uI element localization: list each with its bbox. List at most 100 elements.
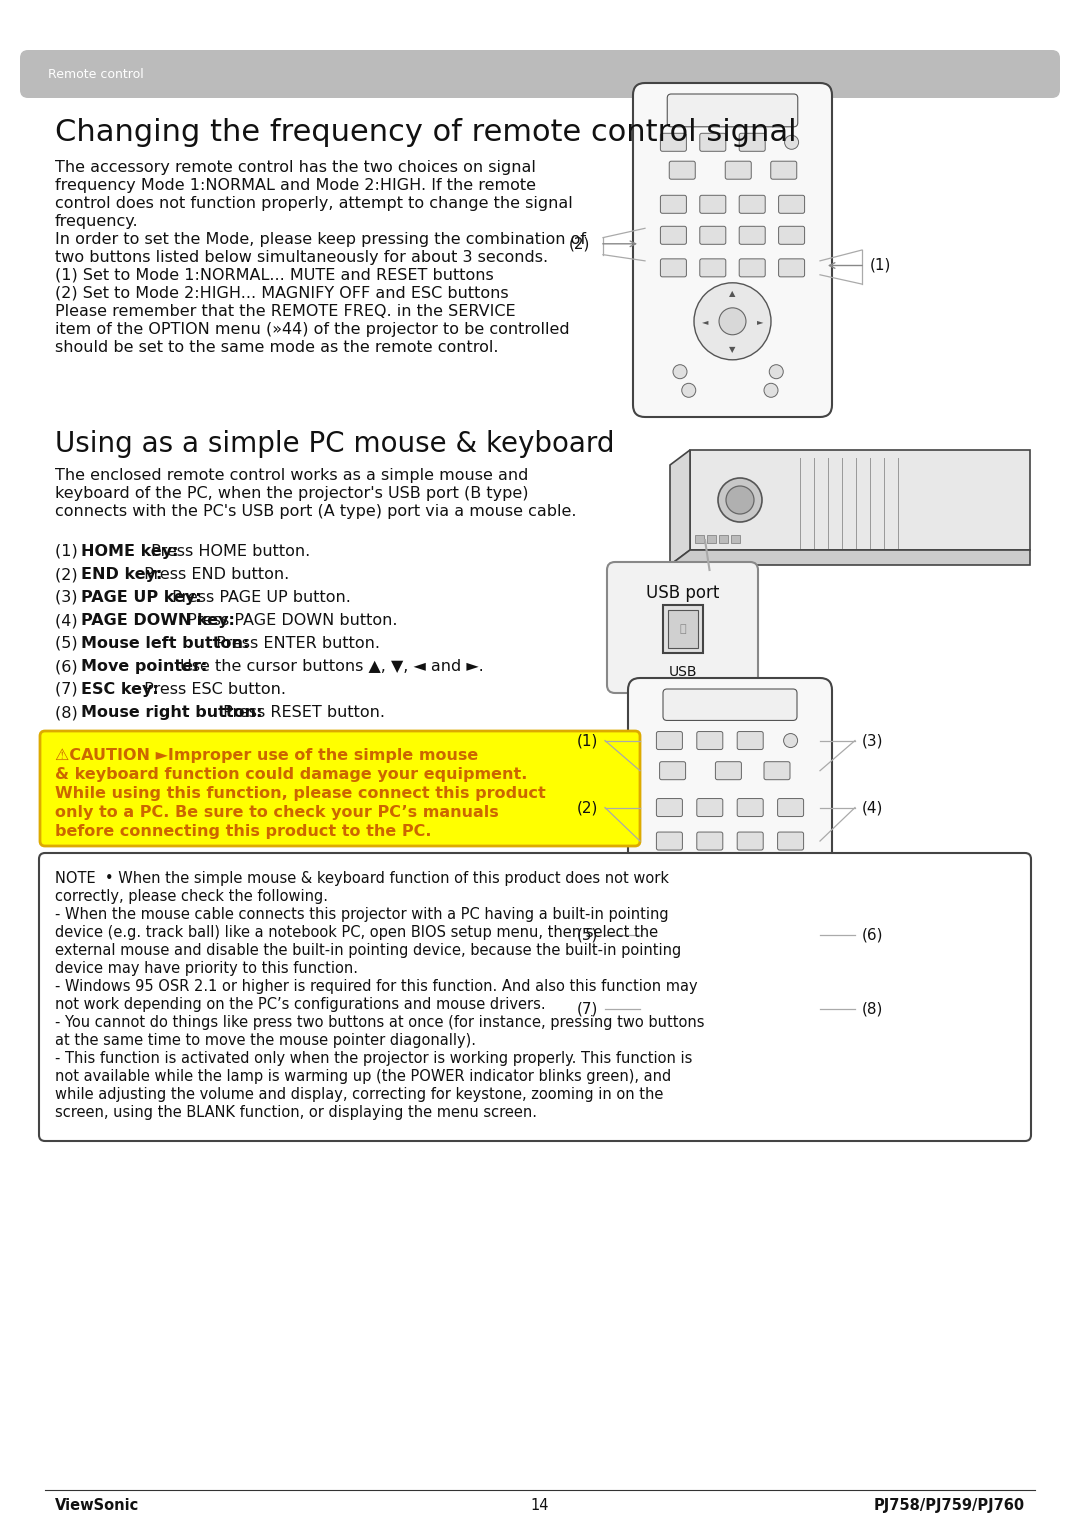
Text: While using this function, please connect this product: While using this function, please connec… — [55, 786, 545, 801]
Text: USB port: USB port — [646, 584, 719, 602]
Text: two buttons listed below simultaneously for about 3 seconds.: two buttons listed below simultaneously … — [55, 250, 549, 265]
Text: frequency Mode 1:NORMAL and Mode 2:HIGH. If the remote: frequency Mode 1:NORMAL and Mode 2:HIGH.… — [55, 178, 536, 193]
Text: Press HOME button.: Press HOME button. — [146, 544, 310, 559]
Text: 14: 14 — [530, 1498, 550, 1514]
Text: (2): (2) — [55, 567, 83, 582]
FancyBboxPatch shape — [633, 83, 832, 417]
Text: Use the cursor buttons ▲, ▼, ◄ and ►.: Use the cursor buttons ▲, ▼, ◄ and ►. — [175, 659, 484, 674]
FancyBboxPatch shape — [657, 798, 683, 817]
Text: (3): (3) — [862, 732, 883, 748]
FancyBboxPatch shape — [667, 93, 798, 127]
Text: ESC key:: ESC key: — [81, 682, 159, 697]
FancyBboxPatch shape — [39, 853, 1031, 1141]
Text: (2): (2) — [569, 236, 590, 251]
Text: - When the mouse cable connects this projector with a PC having a built-in point: - When the mouse cable connects this pro… — [55, 907, 669, 922]
FancyBboxPatch shape — [738, 798, 764, 817]
Text: Mouse right button:: Mouse right button: — [81, 705, 262, 720]
Circle shape — [690, 895, 770, 974]
Circle shape — [768, 982, 782, 996]
Text: (6): (6) — [862, 927, 883, 942]
FancyBboxPatch shape — [778, 832, 804, 850]
Text: control does not function properly, attempt to change the signal: control does not function properly, atte… — [55, 196, 572, 211]
FancyBboxPatch shape — [627, 679, 832, 1037]
Text: device may have priority to this function.: device may have priority to this functio… — [55, 961, 357, 976]
Text: NOTE  • When the simple mouse & keyboard function of this product does not work: NOTE • When the simple mouse & keyboard … — [55, 872, 669, 885]
Text: ◄: ◄ — [702, 317, 708, 326]
FancyBboxPatch shape — [739, 227, 766, 244]
Text: - Windows 95 OSR 2.1 or higher is required for this function. And also this func: - Windows 95 OSR 2.1 or higher is requir… — [55, 979, 698, 994]
Text: - This function is activated only when the projector is working properly. This f: - This function is activated only when t… — [55, 1051, 692, 1066]
FancyBboxPatch shape — [700, 133, 726, 152]
FancyBboxPatch shape — [778, 867, 804, 885]
Text: ⬛: ⬛ — [679, 624, 686, 634]
FancyBboxPatch shape — [697, 798, 723, 817]
FancyBboxPatch shape — [657, 732, 683, 749]
Text: device (e.g. track ball) like a notebook PC, open BIOS setup menu, then select t: device (e.g. track ball) like a notebook… — [55, 925, 658, 941]
Text: Press ESC button.: Press ESC button. — [138, 682, 285, 697]
Text: (8): (8) — [55, 705, 83, 720]
Polygon shape — [690, 450, 1030, 550]
FancyBboxPatch shape — [660, 133, 687, 152]
FancyBboxPatch shape — [697, 867, 723, 885]
Text: (7): (7) — [55, 682, 83, 697]
Text: only to a PC. Be sure to check your PC’s manuals: only to a PC. Be sure to check your PC’s… — [55, 804, 499, 820]
FancyBboxPatch shape — [670, 161, 696, 179]
Text: (1): (1) — [55, 544, 83, 559]
Text: (4): (4) — [862, 800, 883, 815]
Text: external mouse and disable the built-in pointing device, because the built-in po: external mouse and disable the built-in … — [55, 944, 681, 958]
FancyBboxPatch shape — [738, 867, 764, 885]
Text: Press PAGE UP button.: Press PAGE UP button. — [167, 590, 351, 605]
Circle shape — [769, 365, 783, 378]
Circle shape — [678, 1002, 692, 1016]
Text: item of the OPTION menu (»44) of the projector to be controlled: item of the OPTION menu (»44) of the pro… — [55, 322, 569, 337]
FancyBboxPatch shape — [700, 259, 726, 277]
FancyBboxPatch shape — [738, 832, 764, 850]
Circle shape — [784, 734, 798, 748]
FancyBboxPatch shape — [660, 227, 687, 244]
Text: should be set to the same mode as the remote control.: should be set to the same mode as the re… — [55, 340, 499, 355]
Text: (4): (4) — [55, 613, 83, 628]
FancyBboxPatch shape — [657, 832, 683, 850]
FancyBboxPatch shape — [697, 832, 723, 850]
Text: HOME key:: HOME key: — [81, 544, 178, 559]
Text: Using as a simple PC mouse & keyboard: Using as a simple PC mouse & keyboard — [55, 430, 615, 458]
Text: ⚠CAUTION ►Improper use of the simple mouse: ⚠CAUTION ►Improper use of the simple mou… — [55, 748, 478, 763]
Text: Remote control: Remote control — [48, 67, 144, 81]
Circle shape — [694, 283, 771, 360]
FancyBboxPatch shape — [764, 761, 789, 780]
Text: before connecting this product to the PC.: before connecting this product to the PC… — [55, 824, 432, 840]
FancyBboxPatch shape — [660, 195, 687, 213]
Text: Press END button.: Press END button. — [138, 567, 288, 582]
Text: connects with the PC's USB port (A type) port via a mouse cable.: connects with the PC's USB port (A type)… — [55, 504, 577, 519]
FancyBboxPatch shape — [660, 761, 686, 780]
Text: correctly, please check the following.: correctly, please check the following. — [55, 889, 328, 904]
FancyBboxPatch shape — [726, 161, 752, 179]
Text: Move pointer:: Move pointer: — [81, 659, 207, 674]
Text: END key:: END key: — [81, 567, 162, 582]
Bar — [707, 535, 716, 542]
FancyBboxPatch shape — [715, 761, 741, 780]
Text: - You cannot do things like press two buttons at once (for instance, pressing tw: - You cannot do things like press two bu… — [55, 1016, 704, 1030]
FancyBboxPatch shape — [738, 732, 764, 749]
FancyBboxPatch shape — [663, 689, 797, 720]
FancyBboxPatch shape — [660, 259, 687, 277]
FancyBboxPatch shape — [700, 195, 726, 213]
Circle shape — [669, 982, 683, 996]
Text: not available while the lamp is warming up (the POWER indicator blinks green), a: not available while the lamp is warming … — [55, 1069, 672, 1085]
FancyBboxPatch shape — [657, 867, 683, 885]
Bar — [662, 605, 702, 653]
Text: The accessory remote control has the two choices on signal: The accessory remote control has the two… — [55, 159, 536, 175]
Text: (6): (6) — [55, 659, 83, 674]
Text: PAGE DOWN key:: PAGE DOWN key: — [81, 613, 234, 628]
FancyBboxPatch shape — [21, 51, 1059, 98]
Polygon shape — [670, 550, 1030, 565]
Text: PAGE UP key:: PAGE UP key: — [81, 590, 202, 605]
FancyBboxPatch shape — [779, 259, 805, 277]
Text: PJ758/PJ759/PJ760: PJ758/PJ759/PJ760 — [874, 1498, 1025, 1514]
Circle shape — [726, 486, 754, 515]
Text: Press ENTER button.: Press ENTER button. — [211, 636, 379, 651]
FancyBboxPatch shape — [778, 798, 804, 817]
Text: at the same time to move the mouse pointer diagonally).: at the same time to move the mouse point… — [55, 1033, 476, 1048]
FancyBboxPatch shape — [40, 731, 640, 846]
Text: Changing the frequency of remote control signal: Changing the frequency of remote control… — [55, 118, 797, 147]
